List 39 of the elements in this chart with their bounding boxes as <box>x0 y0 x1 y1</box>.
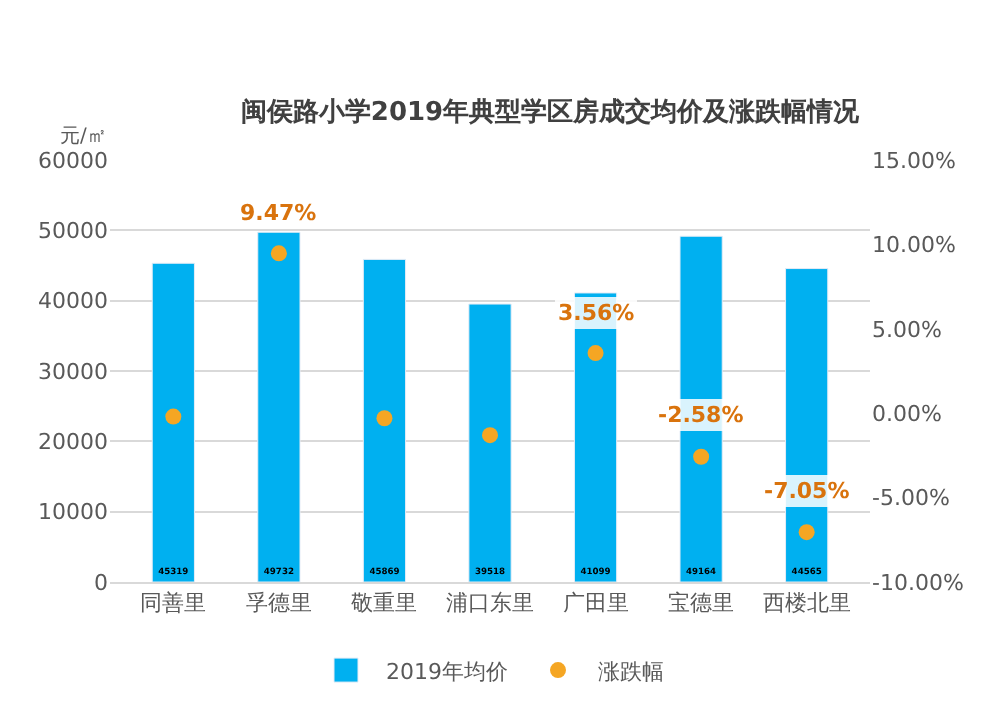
x-tick-label: 敬重里 <box>351 590 418 617</box>
y2-tick-label: 15.00% <box>872 147 956 174</box>
y-tick-label: 30000 <box>38 358 108 385</box>
y2-tick-label: -5.00% <box>872 485 950 512</box>
x-tick-label: 浦口东里 <box>446 590 534 617</box>
y-tick-label: 10000 <box>38 499 108 526</box>
point <box>165 408 182 425</box>
chart-title: 闽侯路小学2019年典型学区房成交均价及涨跌幅情况 <box>240 95 862 128</box>
point <box>270 245 287 262</box>
bar <box>362 258 407 582</box>
point <box>798 524 815 541</box>
bar <box>257 231 301 582</box>
point <box>376 410 393 427</box>
point <box>587 345 604 362</box>
y-tick-label: 50000 <box>38 218 108 245</box>
y-tick-label: 60000 <box>38 147 108 174</box>
point <box>693 448 710 465</box>
point <box>482 427 498 444</box>
data-label: 9.47% <box>240 200 317 226</box>
data-label: 3.56% <box>558 300 635 326</box>
legend-label: 涨跌幅 <box>598 658 664 685</box>
legend-label: 2019年均价 <box>386 658 508 685</box>
data-label: -2.58% <box>658 402 744 428</box>
x-tick-label: 广田里 <box>562 590 629 617</box>
y2-tick-label: 5.00% <box>872 316 942 343</box>
x-tick-label: 宝德里 <box>668 590 735 617</box>
bar <box>151 262 195 582</box>
bar <box>468 303 512 582</box>
y-axis-title: 元/㎡ <box>60 126 107 148</box>
x-tick-label: 同善里 <box>140 590 207 617</box>
y-tick-label: 40000 <box>38 288 108 315</box>
x-tick-label: 西楼北里 <box>762 590 851 617</box>
y2-tick-label: 0.00% <box>872 400 942 427</box>
y2-tick-label: 10.00% <box>872 232 956 259</box>
y-tick-label: 20000 <box>38 429 108 456</box>
x-tick-label: 孚德里 <box>245 590 312 617</box>
data-label: -7.05% <box>764 478 850 504</box>
y-tick-label: 0 <box>94 569 108 596</box>
y2-tick-label: -10.00% <box>872 569 964 596</box>
